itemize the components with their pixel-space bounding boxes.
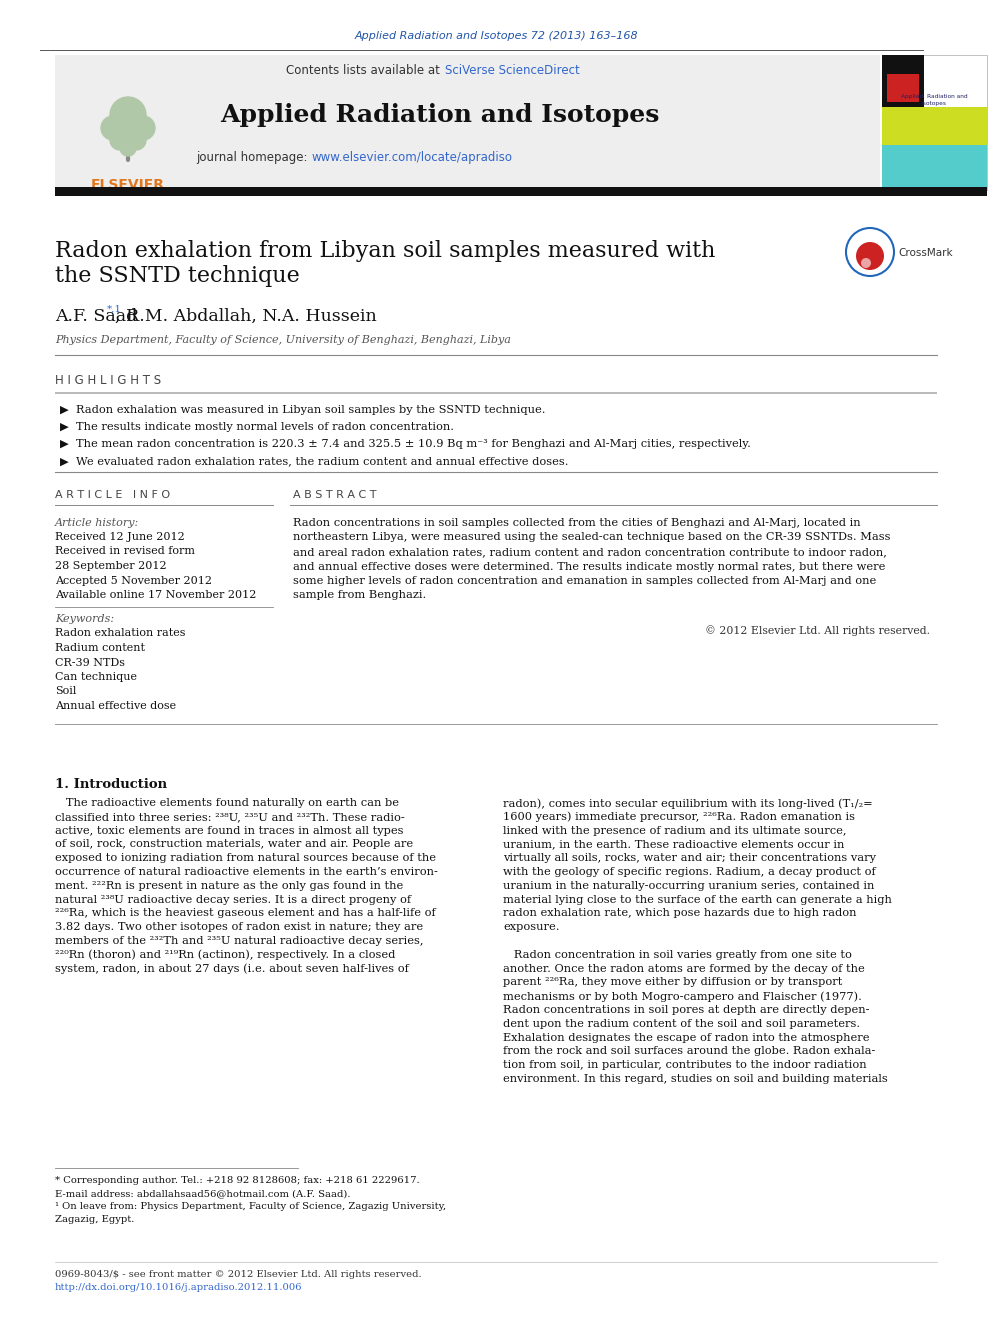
Text: www.elsevier.com/locate/apradiso: www.elsevier.com/locate/apradiso [312,152,513,164]
Text: ²²⁶Ra, which is the heaviest gaseous element and has a half-life of: ²²⁶Ra, which is the heaviest gaseous ele… [55,909,435,918]
Text: Received in revised form: Received in revised form [55,546,195,557]
Circle shape [110,97,146,134]
Text: Received 12 June 2012: Received 12 June 2012 [55,532,185,542]
Text: 3.82 days. Two other isotopes of radon exist in nature; they are: 3.82 days. Two other isotopes of radon e… [55,922,424,933]
Text: mechanisms or by both Mogro-campero and Flaischer (1977).: mechanisms or by both Mogro-campero and … [503,991,862,1002]
Circle shape [131,116,155,140]
Circle shape [861,258,871,269]
Text: Radon concentrations in soil samples collected from the cities of Benghazi and A: Radon concentrations in soil samples col… [293,519,861,528]
Text: natural ²³⁸U radioactive decay series. It is a direct progeny of: natural ²³⁸U radioactive decay series. I… [55,894,411,905]
Text: linked with the presence of radium and its ultimate source,: linked with the presence of radium and i… [503,826,846,836]
Text: Can technique: Can technique [55,672,137,681]
Text: Soil: Soil [55,687,76,696]
Text: uranium in the naturally-occurring uranium series, contained in: uranium in the naturally-occurring urani… [503,881,874,890]
Text: sample from Benghazi.: sample from Benghazi. [293,590,427,601]
Circle shape [101,116,125,140]
Text: Zagazig, Egypt.: Zagazig, Egypt. [55,1215,134,1224]
Text: Applied  Radiation and
Isotopes: Applied Radiation and Isotopes [901,94,967,106]
Text: exposure.: exposure. [503,922,559,933]
Text: CR-39 NTDs: CR-39 NTDs [55,658,125,668]
Text: * Corresponding author. Tel.: +218 92 8128608; fax: +218 61 2229617.: * Corresponding author. Tel.: +218 92 81… [55,1176,420,1185]
Text: ▶  The results indicate mostly normal levels of radon concentration.: ▶ The results indicate mostly normal lev… [60,422,454,433]
Text: northeastern Libya, were measured using the sealed-can technique based on the CR: northeastern Libya, were measured using … [293,532,891,542]
Text: Contents lists available at: Contents lists available at [286,64,440,77]
Text: ¹ On leave from: Physics Department, Faculty of Science, Zagazig University,: ¹ On leave from: Physics Department, Fac… [55,1203,446,1211]
Text: exposed to ionizing radiation from natural sources because of the: exposed to ionizing radiation from natur… [55,853,436,863]
Text: ▶  The mean radon concentration is 220.3 ± 7.4 and 325.5 ± 10.9 Bq m⁻³ for Bengh: ▶ The mean radon concentration is 220.3 … [60,439,751,448]
Text: A B S T R A C T: A B S T R A C T [293,490,377,500]
Text: *,1: *,1 [107,306,122,314]
Text: SciVerse ScienceDirect: SciVerse ScienceDirect [445,64,579,77]
Text: radon exhalation rate, which pose hazards due to high radon: radon exhalation rate, which pose hazard… [503,909,856,918]
Text: of soil, rock, construction materials, water and air. People are: of soil, rock, construction materials, w… [55,839,413,849]
Text: tion from soil, in particular, contributes to the indoor radiation: tion from soil, in particular, contribut… [503,1060,867,1070]
Text: Keywords:: Keywords: [55,614,114,624]
Text: ELSEVIER: ELSEVIER [91,179,165,192]
Text: Physics Department, Faculty of Science, University of Benghazi, Benghazi, Libya: Physics Department, Faculty of Science, … [55,335,511,345]
Text: 0969-8043/$ - see front matter © 2012 Elsevier Ltd. All rights reserved.: 0969-8043/$ - see front matter © 2012 El… [55,1270,422,1279]
Text: system, radon, in about 27 days (i.e. about seven half-lives of: system, radon, in about 27 days (i.e. ab… [55,963,409,974]
Text: parent ²²⁶Ra, they move either by diffusion or by transport: parent ²²⁶Ra, they move either by diffus… [503,978,842,987]
Text: and areal radon exhalation rates, radium content and radon concentration contrib: and areal radon exhalation rates, radium… [293,546,887,557]
Text: uranium, in the earth. These radioactive elements occur in: uranium, in the earth. These radioactive… [503,839,844,849]
Text: ²²⁰Rn (thoron) and ²¹⁹Rn (actinon), respectively. In a closed: ²²⁰Rn (thoron) and ²¹⁹Rn (actinon), resp… [55,950,396,960]
Text: Radium content: Radium content [55,643,145,654]
Text: Radon concentrations in soil pores at depth are directly depen-: Radon concentrations in soil pores at de… [503,1005,870,1015]
Text: classified into three series: ²³⁸U, ²³⁵U and ²³²Th. These radio-: classified into three series: ²³⁸U, ²³⁵U… [55,812,405,822]
Text: dent upon the radium content of the soil and soil parameters.: dent upon the radium content of the soil… [503,1019,860,1029]
Circle shape [110,130,130,149]
Text: Radon exhalation rates: Radon exhalation rates [55,628,186,639]
Text: A.F. Saad: A.F. Saad [55,308,137,325]
Bar [882,107,987,146]
Bar [887,74,919,102]
Text: Article history:: Article history: [55,519,139,528]
Text: environment. In this regard, studies on soil and building materials: environment. In this regard, studies on … [503,1074,888,1084]
Text: 1. Introduction: 1. Introduction [55,778,167,791]
Text: 28 September 2012: 28 September 2012 [55,561,167,572]
Circle shape [856,242,884,270]
Circle shape [120,140,136,156]
Text: A R T I C L E   I N F O: A R T I C L E I N F O [55,490,170,500]
Text: radon), comes into secular equilibrium with its long-lived (T₁/₂=: radon), comes into secular equilibrium w… [503,798,873,808]
Text: , R.M. Abdallah, N.A. Hussein: , R.M. Abdallah, N.A. Hussein [115,308,377,325]
Text: CrossMark: CrossMark [898,247,952,258]
Text: ▶  We evaluated radon exhalation rates, the radium content and annual effective : ▶ We evaluated radon exhalation rates, t… [60,456,568,466]
Text: members of the ²³²Th and ²³⁵U natural radioactive decay series,: members of the ²³²Th and ²³⁵U natural ra… [55,935,424,946]
Text: Radon concentration in soil varies greatly from one site to: Radon concentration in soil varies great… [503,950,852,959]
Text: Applied Radiation and Isotopes 72 (2013) 163–168: Applied Radiation and Isotopes 72 (2013)… [354,30,638,41]
Circle shape [126,130,146,149]
Bar [882,56,924,107]
Text: Radon exhalation from Libyan soil samples measured with: Radon exhalation from Libyan soil sample… [55,239,715,262]
Text: virtually all soils, rocks, water and air; their concentrations vary: virtually all soils, rocks, water and ai… [503,853,876,863]
Bar [882,56,987,191]
Text: H I G H L I G H T S: H I G H L I G H T S [55,374,161,388]
Bar [55,56,200,191]
Text: ment. ²²²Rn is present in nature as the only gas found in the: ment. ²²²Rn is present in nature as the … [55,881,404,890]
Bar [55,56,880,191]
Bar [882,146,987,191]
Text: ▶  Radon exhalation was measured in Libyan soil samples by the SSNTD technique.: ▶ Radon exhalation was measured in Libya… [60,405,546,415]
Text: and annual effective doses were determined. The results indicate mostly normal r: and annual effective doses were determin… [293,561,886,572]
Text: Available online 17 November 2012: Available online 17 November 2012 [55,590,256,601]
Text: http://dx.doi.org/10.1016/j.apradiso.2012.11.006: http://dx.doi.org/10.1016/j.apradiso.201… [55,1283,303,1293]
Text: 1600 years) immediate precursor, ²²⁶Ra. Radon emanation is: 1600 years) immediate precursor, ²²⁶Ra. … [503,812,855,823]
Text: E-mail address: abdallahsaad56@hotmail.com (A.F. Saad).: E-mail address: abdallahsaad56@hotmail.c… [55,1189,350,1199]
Bar [55,187,987,196]
Text: The radioactive elements found naturally on earth can be: The radioactive elements found naturally… [55,798,399,808]
Text: with the geology of specific regions. Radium, a decay product of: with the geology of specific regions. Ra… [503,867,876,877]
Text: occurrence of natural radioactive elements in the earth’s environ-: occurrence of natural radioactive elemen… [55,867,437,877]
Text: some higher levels of radon concentration and emanation in samples collected fro: some higher levels of radon concentratio… [293,576,876,586]
Text: Accepted 5 November 2012: Accepted 5 November 2012 [55,576,212,586]
Text: © 2012 Elsevier Ltd. All rights reserved.: © 2012 Elsevier Ltd. All rights reserved… [705,624,930,636]
Text: the SSNTD technique: the SSNTD technique [55,265,300,287]
Text: material lying close to the surface of the earth can generate a high: material lying close to the surface of t… [503,894,892,905]
Text: from the rock and soil surfaces around the globe. Radon exhala-: from the rock and soil surfaces around t… [503,1046,875,1056]
Text: Annual effective dose: Annual effective dose [55,701,177,710]
Text: Exhalation designates the escape of radon into the atmosphere: Exhalation designates the escape of rado… [503,1032,870,1043]
Text: Applied Radiation and Isotopes: Applied Radiation and Isotopes [220,103,660,127]
Text: another. Once the radon atoms are formed by the decay of the: another. Once the radon atoms are formed… [503,963,865,974]
Text: journal homepage:: journal homepage: [196,152,308,164]
Text: active, toxic elements are found in traces in almost all types: active, toxic elements are found in trac… [55,826,404,836]
Bar [55,392,937,394]
